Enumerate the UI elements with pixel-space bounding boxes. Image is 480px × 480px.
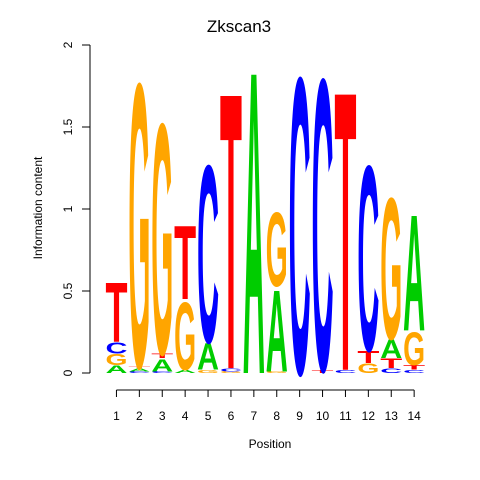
logo-letter-G: G	[151, 55, 173, 424]
logo-letter-C: C	[197, 113, 219, 397]
logo-letter-G: G	[220, 371, 242, 373]
logo-letter-T: T	[174, 204, 196, 322]
logo-letter-C: C	[380, 367, 402, 375]
logo-letter-T: T	[357, 347, 380, 367]
logo-letter-A: A	[174, 369, 196, 374]
logo-letter-C: C	[403, 369, 425, 374]
x-tick-label: 12	[362, 409, 376, 423]
x-tick-label: 8	[273, 409, 280, 423]
x-tick-label: 3	[159, 409, 166, 423]
logo-letter-C: C	[357, 110, 379, 406]
logo-letter-T: T	[105, 265, 127, 360]
logo-stack-7: A	[243, 0, 265, 466]
logo-letter-A: A	[266, 267, 288, 397]
logo-stack-10: TC	[312, 0, 334, 459]
logo-stack-11: CT	[334, 9, 356, 455]
x-tick-label: 7	[251, 409, 258, 423]
logo-stack-5: GAC	[197, 113, 219, 397]
x-tick-label: 13	[385, 409, 399, 423]
logo-letter-A: A	[128, 367, 150, 372]
logo-letter-T: T	[220, 12, 242, 453]
y-tick-label: 1.5	[61, 118, 75, 135]
logo-stack-8: GAG	[266, 192, 288, 398]
y-tick-label: 1	[61, 205, 75, 212]
logo-letter-T: T	[380, 356, 403, 371]
x-axis: 1 2 3 4 5 6 7 8 9 10 11 12 13 14	[113, 389, 421, 423]
x-tick-label: 10	[316, 409, 330, 423]
logo-letter-C: C	[151, 371, 173, 374]
logo-stack-12: GTC	[357, 110, 380, 406]
logo-letter-C: C	[128, 371, 150, 374]
logo-letter-G: G	[266, 371, 288, 373]
logo-stack-9: C	[289, 0, 311, 463]
logo-letter-G: G	[128, 0, 150, 454]
x-axis-label: Position	[249, 437, 292, 451]
logo-letter-T: T	[312, 369, 334, 374]
x-tick-label: 1	[113, 409, 120, 423]
logo-letter-A: A	[151, 356, 173, 376]
y-tick-label: 2	[61, 41, 75, 48]
x-tick-label: 11	[339, 409, 352, 423]
logo-stack-6: GCT	[220, 12, 242, 453]
logo-letter-A: A	[243, 0, 265, 466]
chart-title: Zkscan3	[207, 17, 271, 36]
logo-letter-A: A	[380, 335, 402, 365]
y-axis-label: Information content	[31, 156, 45, 259]
logo-letter-G: G	[174, 284, 196, 391]
logo-letter-G: G	[403, 324, 425, 376]
logo-letter-T: T	[334, 9, 356, 455]
logo-letter-G: G	[357, 361, 379, 376]
logo-letter-C: C	[312, 0, 334, 459]
x-tick-label: 5	[205, 409, 212, 423]
logo-letter-T: T	[403, 364, 425, 371]
logo-letter-G: G	[105, 350, 127, 368]
y-tick-label: 0	[61, 369, 75, 376]
x-tick-label: 14	[407, 409, 421, 423]
x-tick-label: 9	[296, 409, 303, 423]
logo-letter-C: C	[220, 367, 242, 372]
logo-letter-A: A	[105, 363, 127, 376]
y-axis: 0 0.5 1 1.5 2	[61, 41, 91, 376]
logo-letter-A: A	[403, 182, 425, 367]
logo-letter-T: T	[128, 366, 151, 368]
y-tick-label: 0.5	[61, 282, 75, 299]
logo-letter-C: C	[105, 340, 127, 358]
x-tick-label: 4	[182, 409, 189, 423]
logo-letter-G: G	[266, 192, 288, 309]
logo-letter-G: G	[380, 155, 402, 382]
x-tick-label: 6	[228, 409, 235, 423]
logo-stack-4: AGT	[174, 204, 196, 391]
logo-letter-A: A	[197, 337, 219, 379]
logo-letter-G: G	[197, 369, 219, 374]
logo-letter-C: C	[289, 0, 311, 463]
logo-letter-C: C	[334, 369, 356, 374]
x-tick-label: 2	[136, 409, 143, 423]
logo-letter-T: T	[151, 353, 173, 360]
